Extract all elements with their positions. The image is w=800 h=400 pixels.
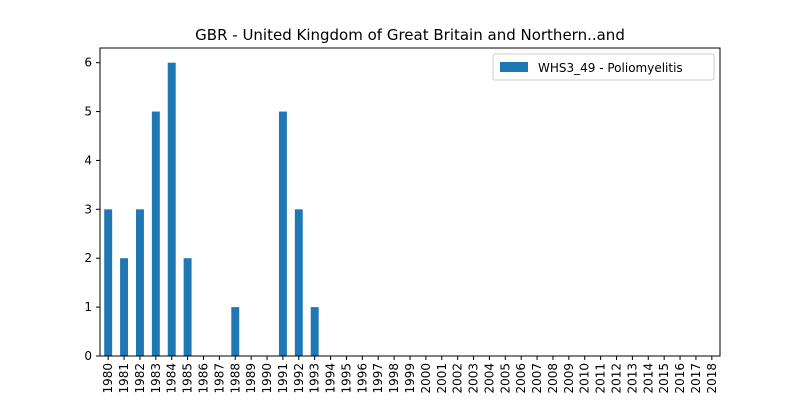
x-tick-label: 1989 xyxy=(244,363,258,394)
x-tick-label: 2009 xyxy=(562,363,576,394)
x-tick-label: 2005 xyxy=(498,363,512,394)
x-tick-label: 2007 xyxy=(530,363,544,394)
x-axis: 1980 1981 1982 1983 1984 1985 1986 1987 1988 1989… xyxy=(101,356,719,394)
x-tick-label: 1981 xyxy=(117,363,131,394)
x-tick-label: 1983 xyxy=(149,363,163,394)
x-tick-label: 1990 xyxy=(260,363,274,394)
x-tick-label: 1982 xyxy=(133,363,147,394)
x-tick-label: 2004 xyxy=(482,363,496,394)
x-tick-label: 2000 xyxy=(419,363,433,394)
x-tick-label: 1988 xyxy=(228,363,242,394)
y-tick-label: 6 xyxy=(84,56,92,70)
bar-1984 xyxy=(167,62,176,357)
y-tick-label: 4 xyxy=(84,153,92,167)
x-tick-label: 2013 xyxy=(625,363,639,394)
x-tick-label: 1998 xyxy=(387,363,401,394)
x-tick-label: 2014 xyxy=(641,363,655,394)
bar-1988 xyxy=(231,307,240,356)
x-tick-label: 2003 xyxy=(467,363,481,394)
bar-1991 xyxy=(278,111,287,356)
y-tick-label: 2 xyxy=(84,251,92,265)
x-tick-label: 2006 xyxy=(514,363,528,394)
y-tick-label: 3 xyxy=(84,202,92,216)
x-tick-label: 1994 xyxy=(324,363,338,394)
x-tick-label: 2010 xyxy=(578,363,592,394)
x-tick-label: 1980 xyxy=(101,363,115,394)
x-tick-label: 1999 xyxy=(403,363,417,394)
x-tick-label: 2011 xyxy=(594,363,608,394)
x-tick-label: 1992 xyxy=(292,363,306,394)
chart-title: GBR - United Kingdom of Great Britain an… xyxy=(195,26,625,44)
bar-1993 xyxy=(310,307,319,356)
x-tick-label: 2002 xyxy=(451,363,465,394)
x-tick-label: 2012 xyxy=(610,363,624,394)
bar-1992 xyxy=(294,209,303,356)
legend-label: WHS3_49 - Poliomyelitis xyxy=(538,61,683,75)
x-tick-label: 1997 xyxy=(371,363,385,394)
legend-swatch xyxy=(500,62,528,72)
bar-1980 xyxy=(104,209,113,356)
x-tick-label: 1991 xyxy=(276,363,290,394)
x-tick-label: 1985 xyxy=(181,363,195,394)
x-tick-label: 1993 xyxy=(308,363,322,394)
x-tick-label: 2017 xyxy=(689,363,703,394)
x-tick-label: 2016 xyxy=(673,363,687,394)
x-tick-label: 1984 xyxy=(165,363,179,394)
y-axis: 0 1 2 3 4 5 6 xyxy=(84,56,100,363)
bar-1982 xyxy=(135,209,144,356)
y-tick-label: 5 xyxy=(84,105,92,119)
y-tick-label: 0 xyxy=(84,349,92,363)
x-tick-label: 1995 xyxy=(339,363,353,394)
x-tick-label: 2015 xyxy=(657,363,671,394)
y-tick-label: 1 xyxy=(84,300,92,314)
x-tick-label: 2008 xyxy=(546,363,560,394)
x-tick-label: 1986 xyxy=(196,363,210,394)
plot-frame xyxy=(99,47,721,357)
x-tick-label: 1996 xyxy=(355,363,369,394)
bar-1985 xyxy=(183,258,192,356)
x-tick-label: 2001 xyxy=(435,363,449,394)
x-tick-label: 2018 xyxy=(705,363,719,394)
bars-group xyxy=(104,62,319,357)
legend-box xyxy=(492,53,715,81)
bar-1983 xyxy=(151,111,160,356)
x-tick-label: 1987 xyxy=(212,363,226,394)
bar-1981 xyxy=(120,258,129,356)
legend: WHS3_49 - Poliomyelitis xyxy=(492,53,715,81)
